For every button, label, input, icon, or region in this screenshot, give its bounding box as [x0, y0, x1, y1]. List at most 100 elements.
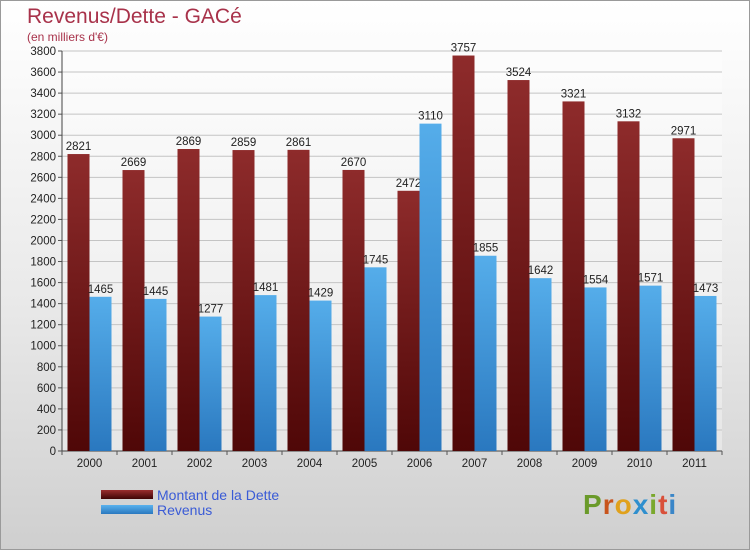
data-label-revenus: 1465 [88, 284, 114, 296]
y-tick-label: 1000 [30, 341, 56, 353]
y-tick-label: 3000 [30, 130, 56, 142]
y-tick-label: 600 [37, 383, 56, 395]
data-label-revenus: 1855 [473, 243, 499, 255]
y-tick-label: 400 [37, 404, 56, 416]
y-tick-label: 2000 [30, 235, 56, 247]
bar-dette [452, 55, 475, 452]
bar-dette [342, 169, 365, 451]
x-tick-label: 2005 [352, 458, 378, 470]
x-tick-label: 2007 [462, 458, 488, 470]
proxiti-logo: Proxiti [583, 489, 677, 521]
data-label-revenus: 1571 [638, 273, 664, 285]
logo-letter: P [583, 489, 603, 520]
x-tick-label: 2004 [297, 458, 323, 470]
logo-letter: t [658, 489, 669, 520]
data-label-dette: 2821 [66, 141, 92, 153]
y-tick-label: 2800 [30, 151, 56, 163]
y-tick-label: 1400 [30, 299, 56, 311]
bar-dette [617, 121, 640, 451]
bar-revenus [364, 267, 387, 451]
x-tick-label: 2001 [132, 458, 158, 470]
chart-subtitle: (en milliers d'€) [27, 30, 108, 44]
bar-revenus [584, 287, 607, 451]
y-tick-label: 3200 [30, 109, 56, 121]
data-label-revenus: 3110 [418, 111, 443, 123]
bar-revenus [529, 278, 552, 451]
bar-dette [177, 149, 200, 451]
data-label-dette: 3757 [451, 43, 477, 55]
data-label-dette: 2971 [671, 125, 697, 137]
y-tick-label: 800 [37, 362, 56, 374]
data-label-dette: 2859 [231, 137, 257, 149]
x-tick-label: 2000 [77, 458, 103, 470]
bar-dette [507, 80, 530, 451]
data-label-revenus: 1554 [583, 274, 609, 286]
data-label-revenus: 1481 [253, 282, 279, 294]
data-label-dette: 2861 [286, 137, 312, 149]
data-label-revenus: 1473 [693, 283, 719, 295]
data-label-dette: 2669 [121, 157, 147, 169]
x-tick-label: 2011 [682, 458, 707, 470]
y-tick-label: 0 [50, 446, 56, 458]
logo-letter: i [649, 489, 659, 520]
y-tick-label: 2400 [30, 193, 56, 205]
data-label-revenus: 1429 [308, 288, 334, 300]
legend-label-revenus: Revenus [157, 501, 213, 518]
logo-letter: r [602, 489, 615, 520]
data-label-dette: 3132 [616, 108, 642, 120]
y-tick-label: 1200 [30, 320, 56, 332]
legend-label-dette: Montant de la Dette [157, 486, 280, 503]
bar-revenus [694, 295, 717, 451]
bar-dette [672, 138, 695, 451]
chart-title: Revenus/Dette - GACé [27, 5, 242, 28]
logo-letter: i [668, 489, 678, 520]
x-tick-label: 2003 [242, 458, 268, 470]
bar-revenus [474, 255, 497, 451]
data-label-revenus: 1745 [363, 254, 389, 266]
bar-dette [67, 154, 90, 452]
y-tick-label: 2200 [30, 214, 56, 226]
bar-revenus [89, 296, 112, 451]
x-tick-label: 2009 [572, 458, 598, 470]
x-tick-label: 2008 [517, 458, 543, 470]
bar-revenus [309, 300, 332, 451]
data-label-revenus: 1277 [198, 304, 224, 316]
logo-letter: o [614, 489, 633, 520]
x-tick-label: 2010 [627, 458, 653, 470]
y-tick-label: 1600 [30, 278, 56, 290]
bar-revenus [199, 316, 222, 451]
y-tick-label: 200 [37, 425, 56, 437]
bar-dette [397, 190, 420, 451]
bar-dette [122, 170, 145, 452]
data-label-revenus: 1642 [528, 265, 554, 277]
data-label-revenus: 1445 [143, 286, 169, 298]
bar-revenus [144, 298, 167, 451]
bar-dette [562, 101, 585, 451]
legend-swatch-revenus [101, 505, 153, 514]
data-label-dette: 2869 [176, 136, 202, 148]
data-label-dette: 3524 [506, 67, 532, 79]
y-tick-label: 3800 [30, 46, 56, 58]
bar-dette [232, 150, 255, 452]
chart-legend: Montant de la Dette Revenus [101, 486, 280, 518]
x-tick-label: 2006 [407, 458, 433, 470]
legend-swatch-dette [101, 490, 153, 499]
bar-dette [287, 149, 310, 451]
data-label-dette: 2472 [396, 178, 422, 190]
legend-item-revenus: Revenus [101, 501, 279, 518]
bar-revenus [419, 123, 442, 451]
y-tick-label: 1800 [30, 257, 56, 269]
data-label-dette: 2670 [341, 157, 367, 169]
x-tick-label: 2002 [187, 458, 213, 470]
bar-revenus [254, 295, 277, 451]
logo-letter: x [632, 489, 650, 520]
plot-area [62, 51, 722, 451]
legend-item-dette: Montant de la Dette [101, 486, 280, 503]
y-tick-label: 2600 [30, 172, 56, 184]
y-tick-label: 3400 [30, 88, 56, 100]
bar-revenus [639, 285, 662, 451]
y-tick-label: 3600 [30, 67, 56, 79]
data-label-dette: 3321 [561, 88, 587, 100]
